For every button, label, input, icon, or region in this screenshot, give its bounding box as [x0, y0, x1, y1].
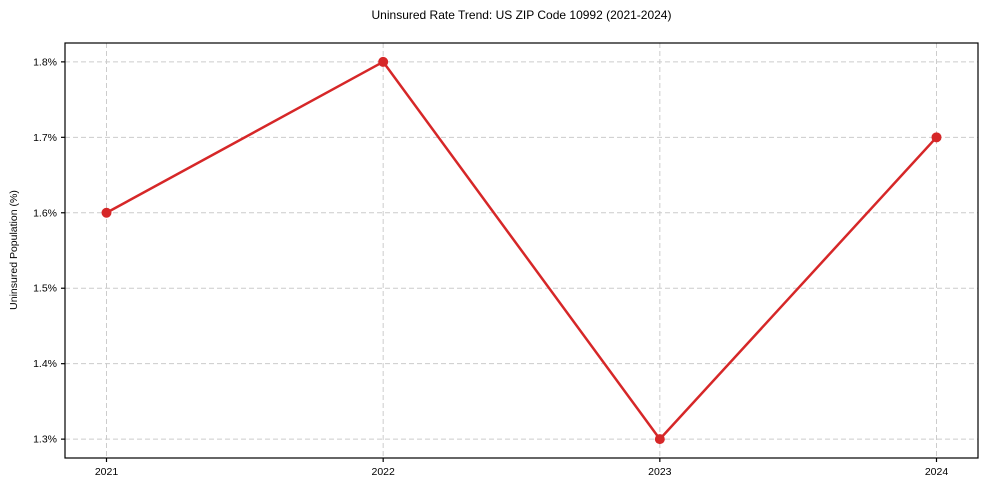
trend-line [105, 60, 938, 441]
y-tick-label: 1.3% [33, 434, 57, 446]
y-tick-label: 1.5% [33, 283, 57, 295]
y-tick-label: 1.4% [33, 358, 57, 370]
y-tick-label: 1.6% [33, 207, 57, 219]
y-tick-label: 1.7% [33, 132, 57, 144]
plot-border [64, 42, 979, 459]
data-point-2024 [931, 132, 942, 143]
data-point-2021 [101, 207, 112, 218]
x-tick-label: 2024 [925, 466, 949, 478]
y-axis-label: Uninsured Population (%) [8, 190, 20, 310]
y-tick-label: 1.8% [33, 56, 57, 68]
data-point-2022 [378, 56, 389, 67]
chart-title: Uninsured Rate Trend: US ZIP Code 10992 … [371, 8, 672, 22]
x-tick-label: 2023 [648, 466, 672, 478]
x-tick-label: 2022 [371, 466, 395, 478]
data-point-2023 [654, 434, 665, 445]
x-tick-label: 2021 [95, 466, 119, 478]
